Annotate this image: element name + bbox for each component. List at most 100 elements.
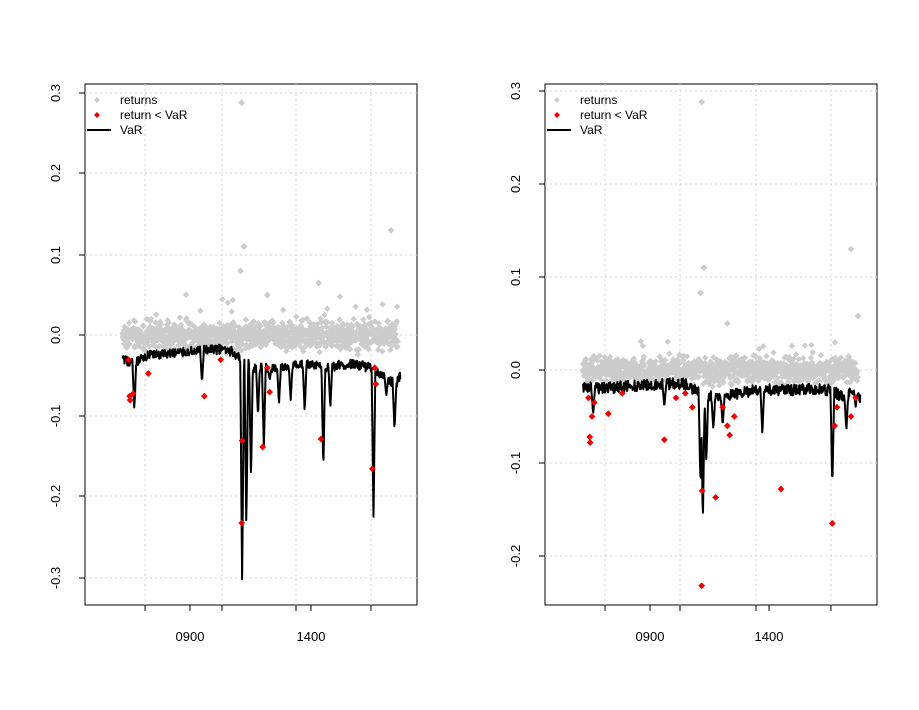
returns-point: [698, 359, 705, 366]
returns-point: [365, 313, 373, 321]
returns-point: [384, 317, 392, 325]
returns-point: [132, 318, 139, 325]
returns-point: [134, 338, 141, 346]
returns-point: [778, 373, 786, 380]
returns-point: [379, 348, 386, 355]
returns-point: [126, 341, 133, 348]
returns-point: [754, 361, 762, 369]
returns-point: [701, 354, 709, 361]
returns-point: [672, 365, 679, 373]
legend-label: VaR: [120, 123, 143, 137]
exceedance-point: [129, 390, 137, 398]
returns-point: [683, 353, 691, 360]
returns-point: [809, 374, 816, 382]
y-axis: -0.2 -0.1 0.0 0.1 0.2 0.3: [508, 82, 545, 567]
y-tick-label: -0.3: [48, 567, 63, 589]
returns-point: [757, 374, 765, 381]
returns-point: [238, 347, 245, 354]
returns-point: [723, 320, 731, 327]
returns-point: [224, 299, 232, 306]
series-return-below-var: [125, 356, 380, 527]
returns-point: [630, 373, 637, 381]
returns-point: [728, 381, 735, 388]
exceedance-point: [125, 356, 132, 364]
returns-point: [710, 354, 717, 361]
returns-point: [706, 371, 713, 378]
returns-point: [387, 227, 395, 234]
returns-point: [676, 360, 684, 367]
returns-point: [792, 367, 799, 374]
returns-point: [769, 357, 776, 365]
returns-point: [172, 330, 180, 338]
returns-point: [650, 361, 657, 368]
returns-point: [607, 353, 614, 361]
returns-point: [854, 312, 862, 320]
returns-point: [670, 360, 677, 367]
returns-point: [757, 365, 764, 372]
returns-point: [847, 245, 855, 253]
exceedance-point: [828, 520, 836, 527]
y-tick-label: 0.1: [48, 246, 63, 264]
returns-point: [812, 379, 819, 387]
y-tick-label: 0.3: [508, 82, 523, 100]
returns-point: [788, 342, 796, 350]
returns-point: [303, 315, 311, 322]
exceedance-point: [586, 439, 594, 446]
returns-point: [183, 315, 190, 322]
returns-point: [661, 363, 668, 370]
exceedance-point: [688, 403, 696, 411]
returns-point: [640, 362, 648, 370]
returns-point: [125, 319, 133, 327]
returns-point: [703, 361, 710, 368]
returns-point: [716, 357, 723, 364]
returns-point: [242, 345, 249, 352]
returns-point: [315, 279, 323, 287]
y-tick-label: 0.2: [48, 164, 63, 182]
returns-point: [645, 359, 652, 366]
returns-point: [637, 338, 644, 345]
returns-point: [831, 373, 838, 380]
returns-point: [755, 345, 763, 353]
returns-point: [763, 352, 770, 360]
returns-point: [379, 301, 386, 308]
returns-point: [770, 349, 777, 356]
returns-point: [735, 379, 742, 386]
exceedance-point: [831, 422, 839, 430]
returns-point: [147, 315, 155, 323]
x-axis: 0900 1400: [604, 605, 832, 644]
exceedance-point: [698, 582, 706, 590]
returns-point: [652, 358, 659, 365]
returns-point: [602, 377, 610, 384]
exceedance-point: [730, 413, 738, 420]
returns-point: [732, 352, 740, 359]
returns-point: [292, 313, 300, 320]
exceedance-point: [777, 485, 785, 493]
returns-point: [743, 370, 750, 378]
returns-point: [318, 324, 325, 332]
returns-point: [203, 325, 211, 332]
returns-point: [808, 341, 815, 349]
exceedance-point: [726, 431, 734, 439]
returns-point: [388, 342, 395, 349]
returns-point: [807, 354, 815, 361]
returns-point: [751, 360, 758, 367]
series-var-line: [581, 377, 862, 514]
returns-point: [323, 341, 330, 348]
returns-point: [150, 325, 157, 332]
returns-point: [791, 371, 798, 379]
returns-point: [707, 376, 715, 384]
returns-point: [785, 378, 792, 386]
returns-point: [365, 346, 372, 353]
returns-point: [237, 267, 244, 275]
exceedance-point: [371, 364, 379, 372]
series-var-line: [121, 343, 402, 581]
exceedance-point: [368, 465, 376, 473]
returns-point: [700, 264, 708, 272]
y-tick-label: 0.1: [508, 268, 523, 286]
returns-point: [604, 355, 612, 363]
returns-point: [753, 359, 760, 366]
returns-point: [270, 319, 277, 326]
